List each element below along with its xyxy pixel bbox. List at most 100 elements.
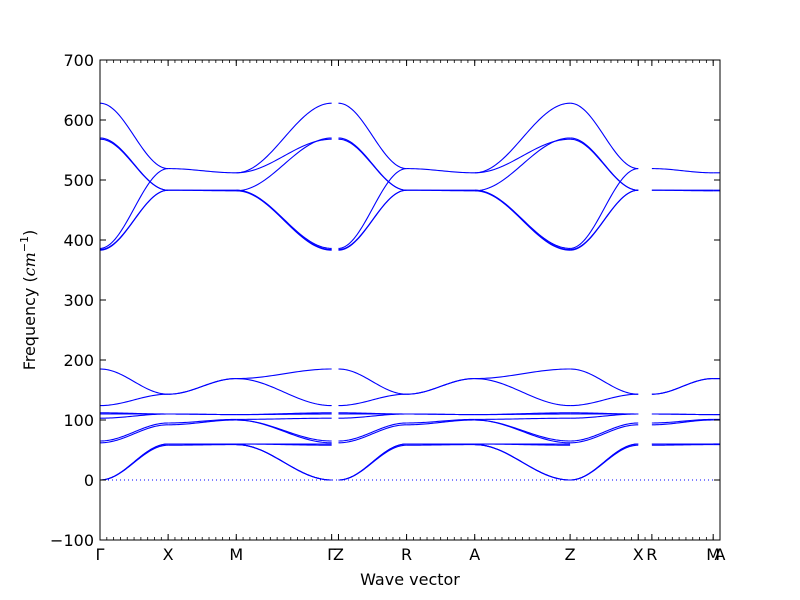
band-line-Z-R-7 [338,393,407,407]
band-line-Γ-X-5 [99,189,169,251]
y-tick-label: −100 [50,531,94,550]
x-tick-label: M [229,545,243,564]
x-tick-label: Z [565,545,576,564]
band-line-Z-X-0 [570,102,639,170]
band-line-Γ-X-0 [99,102,169,170]
y-axis-label-text: Frequency ( [20,276,39,370]
y-tick-label: 400 [63,231,94,250]
band-line-R-M-4 [651,378,714,395]
band-line-Z-R-0 [338,102,407,170]
x-tick-label: M [706,545,720,564]
band-line-Z-X-7 [570,393,639,407]
y-axis-label-exponent: −1 [18,236,31,252]
y-tick-label: 200 [63,351,94,370]
band-line-Z-R-15 [338,444,407,481]
x-tick-label: R [646,545,657,564]
axes-frame [99,59,721,541]
y-tick-label: 100 [63,411,94,430]
band-line-Z-X-10 [570,413,639,419]
band-line-X-M-6 [168,413,237,416]
x-tick-label: Γ [327,545,336,564]
band-line-Γ-X-2 [99,138,169,191]
band-line-R-M-7 [651,418,714,424]
band-line-M-Γ-5 [236,189,332,251]
band-line-M-Γ-12 [236,419,332,444]
band-line-X-M-0 [168,168,237,174]
band-line-Z-X-2 [570,138,639,191]
band-line-A-Z-7 [474,378,571,407]
band-line-A-Z-10 [474,417,571,420]
band-line-Γ-X-3 [99,168,169,249]
y-axis-label: Frequency (cm−1) [18,230,39,371]
band-line-R-M-11 [651,444,714,446]
x-tick-label: Γ [96,545,105,564]
band-line-A-Z-2 [474,137,571,192]
x-tick-label: X [163,545,174,564]
x-tick-label: A [469,545,480,564]
band-line-R-A-8 [406,419,475,426]
band-line-M-Γ-6 [236,368,332,380]
band-line-Γ-X-15 [99,444,169,481]
band-line-R-A-6 [406,413,475,416]
band-line-Γ-X-7 [99,393,169,407]
y-axis-label-unit: cm [20,252,39,276]
band-line-Γ-X-12 [99,424,169,444]
band-line-A-Z-14 [474,443,571,446]
band-line-A-Z-12 [474,419,571,444]
band-line-M-Γ-17 [236,444,332,481]
band-line-R-A-7 [406,418,475,424]
band-line-M-Γ-10 [236,417,332,420]
band-line-Γ-X-6 [99,368,169,395]
band-line-Z-R-3 [338,168,407,249]
band-line-R-A-11 [406,444,475,446]
y-tick-label: 300 [63,291,94,310]
band-line-Z-X-11 [570,422,639,442]
band-line-Z-R-10 [338,413,407,419]
y-tick-label: 700 [63,51,94,70]
band-line-A-Z-17 [474,444,571,481]
band-line-R-M-2 [651,189,714,192]
band-line-R-M-8 [651,419,714,426]
band-line-X-M-11 [168,444,237,446]
band-line-Z-X-3 [570,168,639,249]
x-tick-label: X [633,545,644,564]
band-line-M-Γ-2 [236,137,332,192]
band-line-A-Z-6 [474,368,571,380]
band-line-Z-X-15 [570,444,639,481]
band-line-Z-R-12 [338,424,407,444]
y-tick-label: 0 [84,471,94,490]
band-line-Z-X-6 [570,368,639,395]
band-line-M-Γ-9 [236,413,332,416]
band-line-M-Γ-7 [236,378,332,407]
band-line-Z-R-5 [338,189,407,251]
band-line-R-M-0 [651,168,714,174]
band-line-A-Z-0 [474,102,571,174]
band-line-X-M-8 [168,419,237,426]
band-line-Z-X-12 [570,424,639,444]
band-line-R-A-4 [406,378,475,395]
band-line-M-Γ-0 [236,102,332,174]
band-line-A-Z-9 [474,413,571,416]
band-line-R-M-6 [651,413,714,416]
band-line-Z-R-6 [338,368,407,395]
x-tick-label: A [715,545,726,564]
x-tick-label: Z [333,545,344,564]
x-axis-label: Wave vector [360,570,460,589]
bands-layer [99,102,720,481]
band-line-X-M-2 [168,189,237,192]
band-line-Z-R-2 [338,138,407,191]
band-line-Z-R-11 [338,422,407,442]
band-line-M-Γ-14 [236,443,332,446]
band-line-Γ-X-11 [99,422,169,442]
x-tick-label: R [401,545,412,564]
y-tick-label: 500 [63,171,94,190]
band-line-R-A-2 [406,189,475,192]
band-line-X-M-7 [168,418,237,424]
band-line-R-A-0 [406,168,475,174]
band-line-Z-X-5 [570,189,639,251]
band-line-X-M-4 [168,378,237,395]
y-tick-label: 600 [63,111,94,130]
